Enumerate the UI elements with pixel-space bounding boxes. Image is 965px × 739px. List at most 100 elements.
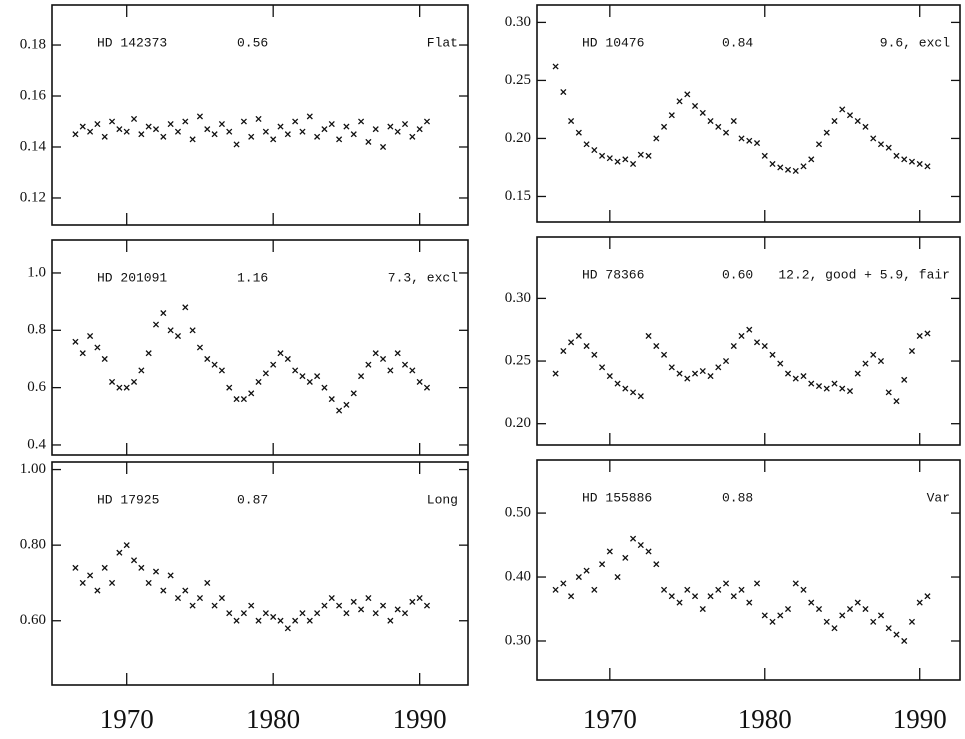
- data-point: [321, 384, 328, 391]
- data-point: [568, 339, 575, 346]
- data-point: [753, 339, 761, 346]
- data-point: [189, 327, 196, 334]
- data-point: [270, 613, 277, 621]
- data-point: [423, 118, 431, 125]
- data-point: [823, 129, 830, 136]
- data-point: [614, 380, 621, 387]
- data-point: [676, 370, 683, 377]
- data-point: [800, 586, 807, 593]
- data-point: [630, 535, 637, 542]
- y-tick-label: 0.8: [27, 322, 46, 338]
- data-point: [831, 380, 838, 387]
- data-point: [808, 156, 815, 163]
- data-point: [160, 310, 167, 317]
- panel-frame: [51, 4, 469, 226]
- annotation: 0.87: [237, 492, 268, 507]
- data-point: [583, 567, 590, 574]
- data-point: [343, 123, 350, 130]
- data-point: [908, 158, 916, 165]
- data-point: [138, 131, 145, 138]
- data-point: [174, 595, 182, 602]
- data-point: [761, 342, 768, 350]
- data-point: [792, 375, 799, 382]
- data-point: [916, 332, 923, 340]
- data-point: [226, 128, 233, 135]
- data-point: [145, 579, 152, 587]
- data-point: [591, 351, 598, 358]
- data-point: [769, 351, 776, 358]
- data-point: [722, 580, 730, 587]
- data-point: [870, 351, 877, 358]
- data-point: [130, 378, 138, 385]
- data-point: [668, 364, 675, 371]
- x-tick-label: 1970: [583, 704, 637, 734]
- data-point: [189, 602, 196, 609]
- data-point: [343, 610, 350, 617]
- data-point: [823, 618, 830, 625]
- data-point: [831, 625, 838, 632]
- data-point: [365, 361, 372, 368]
- data-point: [800, 163, 807, 170]
- data-point: [72, 564, 79, 571]
- data-point: [94, 120, 101, 128]
- annotation: HD 10476: [582, 35, 644, 50]
- data-point: [870, 618, 877, 625]
- data-point: [123, 542, 130, 549]
- data-point: [699, 109, 706, 116]
- data-point: [808, 599, 815, 606]
- y-tick-label: 0.25: [505, 72, 531, 88]
- data-point: [372, 350, 379, 357]
- data-point: [862, 360, 869, 367]
- data-point: [606, 155, 613, 162]
- y-tick-label: 0.30: [505, 632, 531, 648]
- y-tick-label: 0.14: [20, 138, 47, 154]
- data-point: [568, 117, 575, 125]
- data-point: [174, 332, 182, 340]
- y-tick-label: 0.18: [20, 36, 46, 52]
- data-point: [160, 133, 167, 140]
- data-point: [108, 378, 116, 385]
- data-point: [167, 120, 174, 128]
- data-point: [387, 367, 394, 374]
- data-point: [79, 579, 86, 587]
- data-point: [365, 138, 372, 145]
- data-point: [204, 579, 211, 587]
- data-point: [233, 396, 240, 403]
- data-point: [336, 407, 343, 414]
- y-tick-label: 1.00: [20, 461, 46, 477]
- data-point: [379, 143, 387, 151]
- data-point: [270, 361, 277, 368]
- data-point: [769, 160, 776, 168]
- data-point: [614, 573, 621, 581]
- data-point: [277, 123, 284, 130]
- data-point: [401, 610, 409, 617]
- data-point: [152, 321, 160, 328]
- data-point: [72, 338, 79, 345]
- data-point: [240, 118, 247, 125]
- data-point: [738, 135, 745, 142]
- data-point: [653, 135, 660, 142]
- data-point: [94, 587, 101, 594]
- data-point: [622, 385, 629, 392]
- data-point: [314, 373, 321, 380]
- annotation: 12.2, good + 5.9, fair: [778, 267, 950, 282]
- data-point: [284, 131, 291, 138]
- data-point: [233, 617, 240, 624]
- data-point: [591, 586, 598, 593]
- data-point: [699, 368, 706, 375]
- y-tick-label: 0.50: [505, 505, 531, 521]
- data-point: [668, 593, 675, 600]
- data-point: [152, 568, 160, 575]
- data-point: [350, 390, 357, 397]
- data-point: [691, 370, 699, 377]
- data-point: [730, 117, 737, 125]
- y-tick-label: 0.30: [505, 290, 531, 306]
- data-point: [336, 136, 343, 143]
- data-point: [409, 133, 416, 140]
- data-point: [401, 120, 409, 128]
- data-point: [233, 141, 240, 148]
- data-point: [358, 373, 365, 380]
- annotation: HD 201091: [97, 270, 167, 285]
- data-point: [699, 605, 706, 613]
- data-point: [277, 350, 284, 357]
